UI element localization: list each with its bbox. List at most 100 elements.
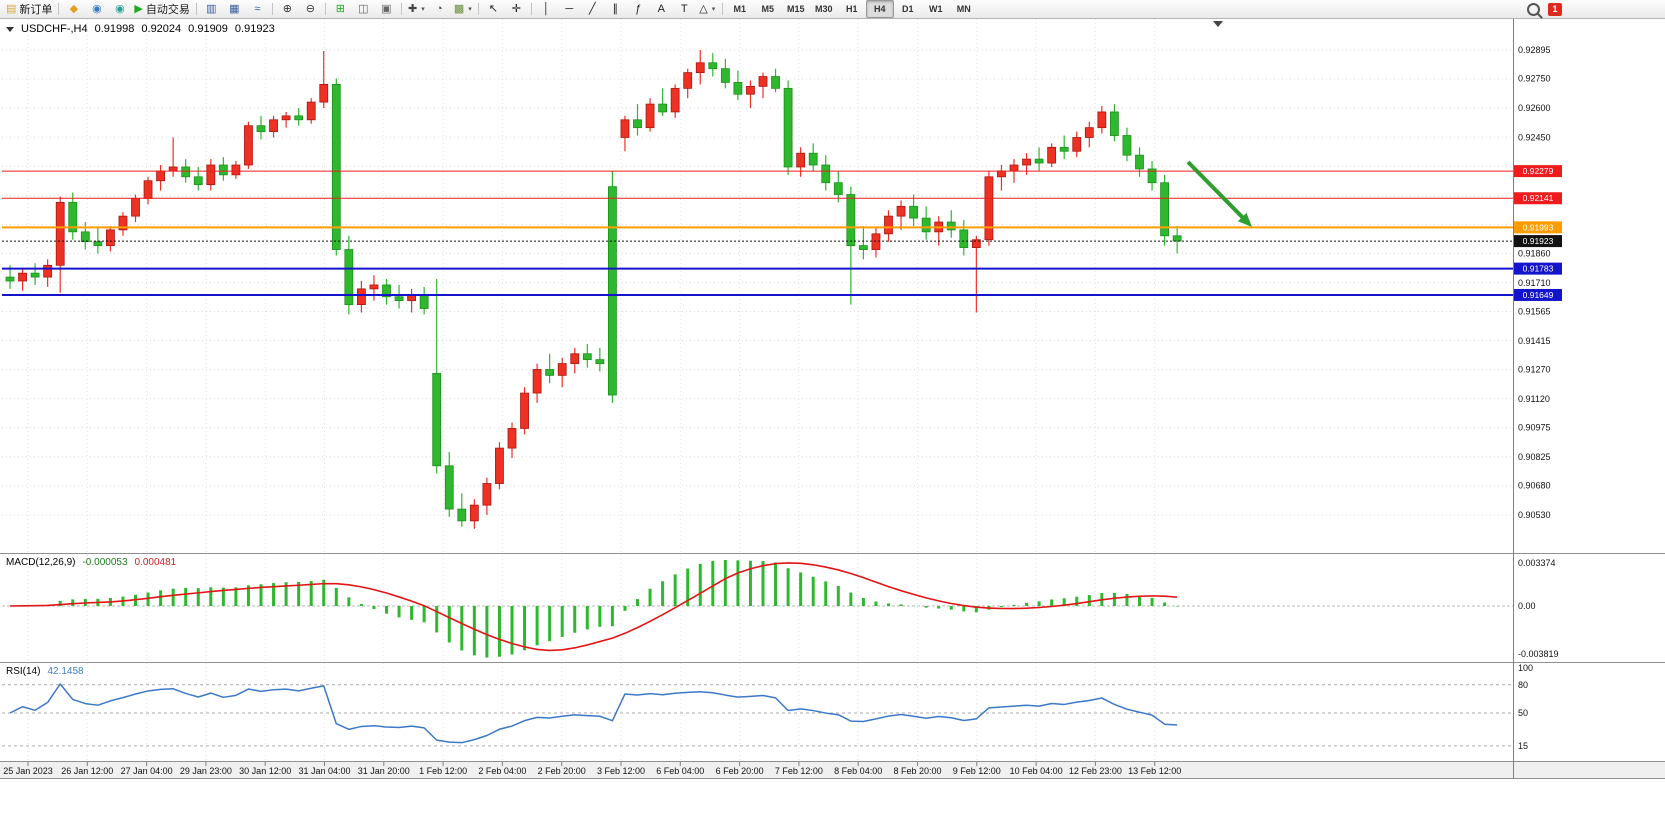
svg-text:25 Jan 2023: 25 Jan 2023 xyxy=(3,766,53,776)
symbol-period-label: USDCHF-,H4 xyxy=(21,23,88,35)
search-icon[interactable] xyxy=(1527,2,1540,16)
svg-text:6 Feb 04:00: 6 Feb 04:00 xyxy=(656,766,704,776)
fibonacci-button[interactable]: ƒ xyxy=(627,0,650,18)
svg-text:1 Feb 12:00: 1 Feb 12:00 xyxy=(419,766,467,776)
cursor-button[interactable]: ↖ xyxy=(482,0,505,18)
timeframe-h4-button[interactable]: H4 xyxy=(865,0,894,18)
svg-text:0.92895: 0.92895 xyxy=(1518,45,1551,55)
line-chart-button[interactable]: ≈ xyxy=(246,0,269,18)
candlestick xyxy=(43,264,53,278)
new-order-button[interactable]: ▤ 新订单 xyxy=(3,0,55,18)
text-button[interactable]: A xyxy=(650,0,673,18)
zoom-out-icon: ⊖ xyxy=(305,2,315,15)
trend-arrow-annotation[interactable] xyxy=(1186,160,1252,227)
candlestick xyxy=(206,164,216,186)
svg-text:7 Feb 12:00: 7 Feb 12:00 xyxy=(775,766,823,776)
mql5-market-button[interactable]: ◆ xyxy=(62,0,85,18)
candlestick xyxy=(645,103,655,129)
svg-text:0.91270: 0.91270 xyxy=(1518,364,1551,374)
zoom-out-button[interactable]: ⊖ xyxy=(299,0,322,18)
timeframe-mn-button[interactable]: MN xyxy=(956,4,971,14)
svg-text:2 Feb 04:00: 2 Feb 04:00 xyxy=(478,766,526,776)
candlestick xyxy=(695,62,705,74)
period-button[interactable]: ◔ xyxy=(428,0,451,18)
chart-shift-marker[interactable] xyxy=(1213,21,1223,27)
candlestick xyxy=(281,115,291,121)
svg-text:15: 15 xyxy=(1518,741,1528,751)
cascade-windows-button[interactable]: ◫ xyxy=(352,0,375,18)
toolbar-separator xyxy=(721,3,723,15)
svg-text:26 Jan 12:00: 26 Jan 12:00 xyxy=(61,766,113,776)
macd-main-value: -0.000053 xyxy=(82,557,128,568)
candlestick xyxy=(582,353,592,361)
vertical-line-icon: │ xyxy=(542,2,550,15)
timeframe-h1-button[interactable]: H1 xyxy=(846,4,858,14)
timeframe-m1-button[interactable]: M1 xyxy=(733,4,747,14)
label-button[interactable]: T xyxy=(673,0,696,18)
macd-title-bar: MACD(12,26,9) -0.000053 0.000481 xyxy=(6,557,176,568)
candlestick xyxy=(570,353,580,364)
globe-icon: ◉ xyxy=(115,2,125,15)
timeframe-d1-button[interactable]: D1 xyxy=(902,4,914,14)
auto-trading-button-label: 自动交易 xyxy=(145,4,190,16)
svg-text:-0.003819: -0.003819 xyxy=(1518,649,1559,659)
vertical-line-button[interactable]: │ xyxy=(535,0,558,18)
horizontal-line-button[interactable]: ─ xyxy=(558,0,581,18)
zoom-in-button[interactable]: ⊕ xyxy=(276,0,299,18)
candlestick xyxy=(833,182,843,195)
candlestick xyxy=(482,483,492,506)
candlestick xyxy=(495,447,504,484)
candlestick xyxy=(369,284,379,290)
svg-text:100: 100 xyxy=(1518,663,1533,673)
template-button[interactable]: ▩ ▾ xyxy=(451,0,475,18)
community-button[interactable]: ◉ xyxy=(85,0,108,18)
svg-text:12 Feb 23:00: 12 Feb 23:00 xyxy=(1069,766,1122,776)
candlestick xyxy=(808,152,818,166)
candlestick xyxy=(758,76,768,87)
svg-text:10 Feb 04:00: 10 Feb 04:00 xyxy=(1010,766,1063,776)
horizontal-line-icon: ─ xyxy=(565,2,574,15)
candlestick xyxy=(469,504,479,522)
shapes-button[interactable]: △ ▾ xyxy=(696,0,719,18)
arrange-windows-button[interactable]: ▣ xyxy=(375,0,398,18)
svg-text:9 Feb 12:00: 9 Feb 12:00 xyxy=(953,766,1001,776)
candlestick xyxy=(771,76,780,89)
news-button[interactable]: ◉ xyxy=(108,0,131,18)
fibonacci-icon: ƒ xyxy=(635,2,642,15)
notification-badge[interactable]: 1 xyxy=(1548,2,1562,16)
candlestick xyxy=(633,119,642,129)
candlestick xyxy=(1147,168,1157,184)
svg-text:50: 50 xyxy=(1518,708,1528,718)
svg-text:31 Jan 20:00: 31 Jan 20:00 xyxy=(358,766,410,776)
timeframe-m15-button[interactable]: M15 xyxy=(787,4,805,14)
candlestick xyxy=(783,87,793,168)
timeframe-w1-button[interactable]: W1 xyxy=(929,4,943,14)
channel-button[interactable]: ∥ xyxy=(604,0,627,18)
candlestick-chart-button[interactable]: ▦ xyxy=(223,0,246,18)
timeframe-m30-button[interactable]: M30 xyxy=(815,4,833,14)
svg-text:0.92600: 0.92600 xyxy=(1518,103,1551,113)
candlestick xyxy=(432,373,442,467)
tile-windows-button[interactable]: ⊞ xyxy=(329,0,352,18)
candlestick xyxy=(595,359,605,364)
trendline-button[interactable]: ╱ xyxy=(581,0,604,18)
bar-chart-button[interactable]: ▥ xyxy=(200,0,223,18)
candlestick xyxy=(306,101,316,121)
svg-text:0.91783: 0.91783 xyxy=(1523,264,1554,274)
new-chart-button[interactable]: ✚ ▾ xyxy=(405,0,428,18)
candlestick xyxy=(1059,146,1069,152)
auto-trading-button[interactable]: ▶ 自动交易 xyxy=(131,0,192,18)
chevron-down-icon: ▾ xyxy=(468,6,472,13)
candlestick xyxy=(997,170,1006,178)
toolbar-separator xyxy=(271,3,273,15)
crosshair-button[interactable]: ✛ xyxy=(505,0,528,18)
candlestick xyxy=(444,465,454,510)
candlestick xyxy=(1009,164,1019,172)
candlestick xyxy=(507,428,517,449)
chevron-down-icon[interactable] xyxy=(6,26,14,32)
svg-text:0.91415: 0.91415 xyxy=(1518,336,1551,346)
timeframe-m5-button[interactable]: M5 xyxy=(761,4,775,14)
